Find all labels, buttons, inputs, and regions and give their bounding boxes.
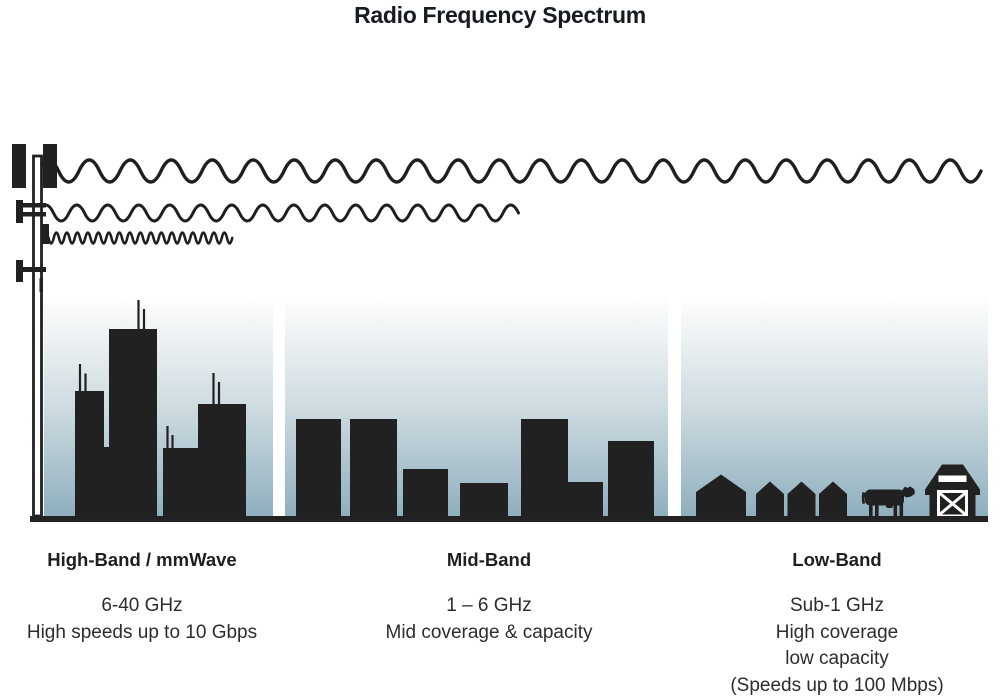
band-description: High coverage xyxy=(775,621,899,643)
building xyxy=(163,448,198,516)
house-icon xyxy=(696,474,746,516)
rooftop-antennas xyxy=(78,300,221,448)
building xyxy=(109,329,157,516)
page-title: Radio Frequency Spectrum xyxy=(354,2,646,28)
ground-line xyxy=(30,516,988,522)
band-name: Low-Band xyxy=(792,549,882,570)
band-caption-highband: High-Band / mmWave 6-40 GHz High speeds … xyxy=(12,549,272,646)
barn-door-crossbuck xyxy=(938,491,967,517)
band-name: Mid-Band xyxy=(446,549,532,570)
long-wave-icon xyxy=(36,158,983,184)
building xyxy=(568,482,603,516)
band-description: (Speeds up to 100 Mbps) xyxy=(730,674,944,696)
building xyxy=(403,469,448,516)
band-caption-midband: Mid-Band 1 – 6 GHz Mid coverage & capaci… xyxy=(359,549,619,646)
band-name: High-Band / mmWave xyxy=(47,549,237,570)
house-icon xyxy=(787,481,816,516)
band-description: Mid coverage & capacity xyxy=(385,621,593,643)
medium-wave-icon xyxy=(36,203,520,223)
spectrum-diagram xyxy=(12,144,988,522)
band-frequency: 1 – 6 GHz xyxy=(446,595,532,616)
building xyxy=(521,419,568,516)
barn-window xyxy=(938,475,967,482)
building xyxy=(75,391,104,516)
rural-scene-icon xyxy=(696,464,980,518)
coverage-area-midband xyxy=(285,295,668,516)
building xyxy=(460,483,508,516)
band-frequency: Sub-1 GHz xyxy=(790,595,884,616)
cow-icon xyxy=(861,486,915,516)
building xyxy=(608,441,654,516)
building xyxy=(198,404,246,516)
band-frequency: 6-40 GHz xyxy=(101,595,183,616)
house-icon xyxy=(819,481,847,516)
building xyxy=(350,419,397,516)
barn-icon xyxy=(925,464,980,518)
house-icon xyxy=(756,481,784,516)
city-skyline-icon xyxy=(75,300,246,516)
band-caption-lowband: Low-Band Sub-1 GHz High coverage low cap… xyxy=(702,549,972,699)
town-skyline-icon xyxy=(296,419,654,516)
band-description: low capacity xyxy=(785,648,889,669)
band-description: High speeds up to 10 Gbps xyxy=(26,621,258,643)
building xyxy=(296,419,341,516)
short-wave-icon xyxy=(36,231,234,245)
building xyxy=(104,447,110,516)
